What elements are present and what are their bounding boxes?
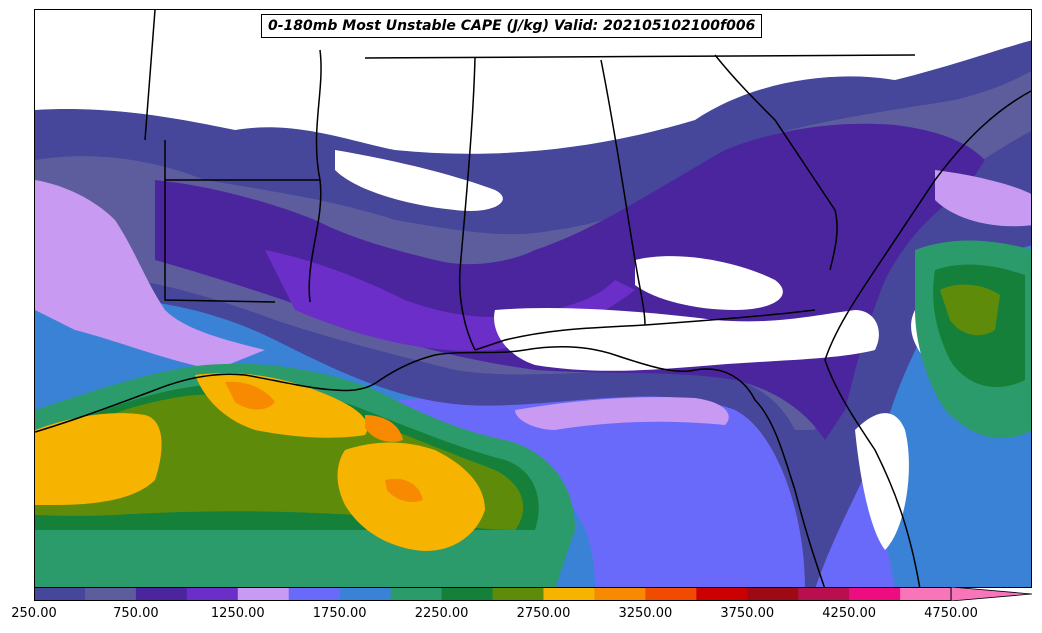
colorbar-swatch: [747, 587, 799, 601]
field-band-2750: [35, 413, 162, 505]
cape-map: [35, 10, 1031, 587]
state-line-ga-sc: [714, 54, 838, 271]
field-band-3000-b: [365, 415, 403, 442]
state-line-tn: [364, 54, 916, 59]
field-none-east: [494, 308, 879, 371]
colorbar-extend-arrow: [950, 587, 1032, 601]
colorbar-swatch: [594, 587, 646, 601]
state-line-ms-al: [458, 57, 476, 351]
colorbar-swatch: [849, 587, 901, 601]
atlantic-coastline: [824, 90, 1031, 587]
colorbar-swatch: [390, 587, 443, 601]
colorbar-tick-label: 1250.00: [210, 606, 265, 621]
colorbar-tick-label: 3750.00: [720, 606, 775, 621]
colorbar-swatch: [543, 587, 595, 601]
colorbar-swatch: [288, 587, 341, 601]
field-band-3000: [225, 381, 275, 410]
colorbar-tick-label: 4750.00: [924, 606, 978, 621]
colorbar-tick-label: 4250.00: [822, 606, 877, 621]
state-line-al-ga: [600, 59, 646, 326]
field-band-1250-gulf: [515, 397, 729, 430]
boundaries: [35, 10, 1031, 587]
colorbar-swatch: [492, 587, 544, 601]
colorbar-tick-label: 250.00: [11, 606, 57, 621]
map-panel: [34, 9, 1032, 588]
colorbar-swatch: [186, 587, 239, 601]
field-band-1250-east: [935, 170, 1031, 227]
colorbar-swatch: [34, 587, 86, 601]
colorbar-tick-label: 2750.00: [516, 606, 571, 621]
state-line-gulf-fl: [474, 309, 816, 351]
field-none-ms: [335, 150, 503, 211]
colorbar-swatch: [645, 587, 697, 601]
field-none-north: [35, 10, 1031, 154]
field-band-3000-c: [385, 478, 423, 502]
map-title: 0-180mb Most Unstable CAPE (J/kg) Valid:…: [261, 14, 763, 38]
field-band-2500-east: [940, 284, 1000, 336]
field-none-al: [635, 256, 783, 310]
colorbar-swatch: [696, 587, 748, 601]
state-line-tx-la: [164, 140, 276, 303]
state-line-ms-river: [308, 49, 322, 303]
colorbar-swatch: [900, 587, 952, 601]
colorbar-swatch: [84, 587, 137, 601]
field-none-fl: [855, 413, 909, 550]
colorbar-swatch: [798, 587, 850, 601]
colorbar-swatch: [339, 587, 392, 601]
cape-field: [35, 10, 1031, 587]
colorbar-tick-label: 3250.00: [618, 606, 673, 621]
field-band-1250: [35, 180, 265, 370]
colorbar-tick-label: 1750.00: [312, 606, 367, 621]
colorbar-tick-label: 2250.00: [414, 606, 469, 621]
colorbar-swatch: [237, 587, 290, 601]
gulf-coastline-east: [379, 345, 826, 587]
colorbar-swatch: [441, 587, 494, 601]
field-band-750: [155, 123, 985, 440]
state-line-ok-ar: [144, 10, 156, 141]
colorbar-tick-label: 750.00: [113, 606, 159, 621]
colorbar-swatch: [135, 587, 188, 601]
colorbar: [34, 587, 1032, 601]
colorbar-outline: [34, 587, 952, 601]
gulf-coastline-west: [35, 373, 381, 433]
